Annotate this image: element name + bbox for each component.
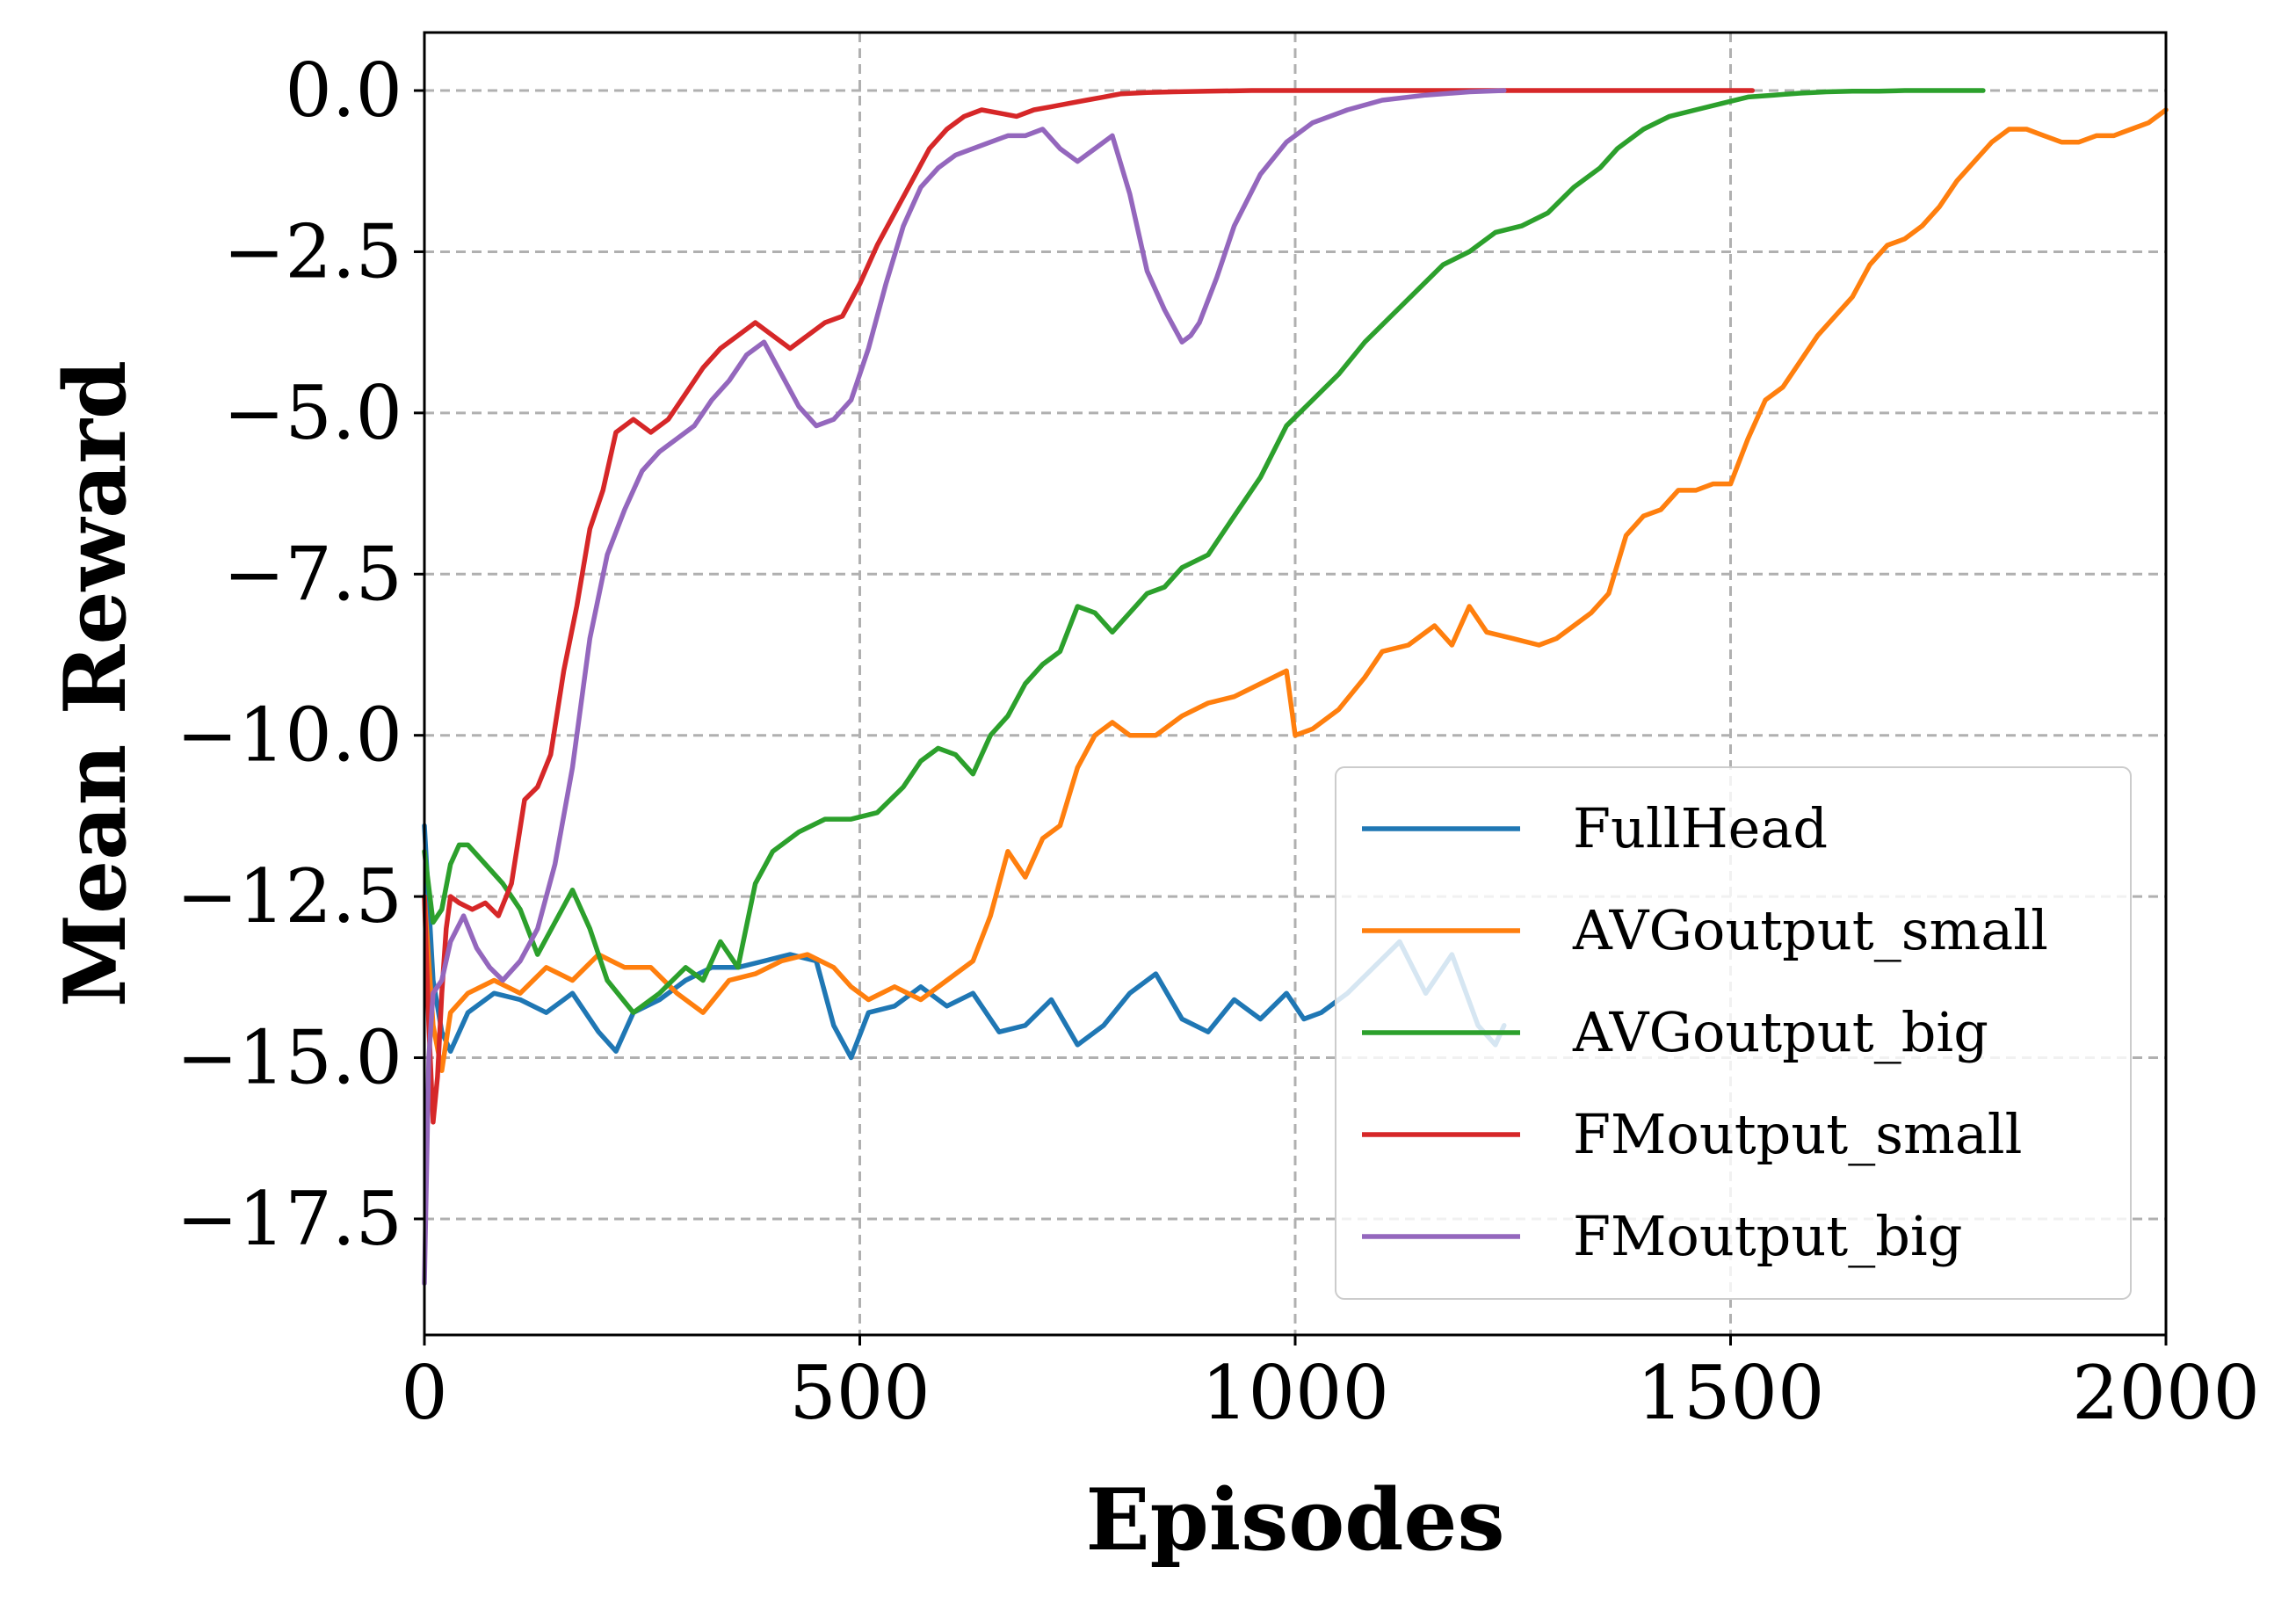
y-tick-label: −7.5 bbox=[223, 531, 402, 617]
x-axis-title: Episodes bbox=[1085, 1470, 1504, 1570]
y-axis-title: Mean Reward bbox=[46, 360, 145, 1007]
series-line-fullhead bbox=[422, 823, 1507, 1061]
series-line-fmoutput_big bbox=[422, 88, 1507, 1287]
y-tick-label: −12.5 bbox=[177, 853, 402, 939]
legend-label: AVGoutput_big bbox=[1572, 1000, 1988, 1064]
axis-ticks: 0 500 1000 1500 2000 0.0 −2.5 −5.0 −7.5 −10.0 −12.… bbox=[177, 47, 2260, 1436]
x-tick-label: 0 bbox=[401, 1350, 447, 1436]
series-line-avgoutput_small bbox=[422, 107, 2169, 1073]
x-tick-label: 1000 bbox=[1201, 1350, 1389, 1436]
y-tick-label: −15.0 bbox=[177, 1015, 402, 1101]
x-tick-label: 2000 bbox=[2072, 1350, 2260, 1436]
x-tick-label: 1500 bbox=[1637, 1350, 1825, 1436]
legend-box bbox=[1335, 766, 2132, 1300]
legend-label: FMoutput_big bbox=[1573, 1204, 1962, 1268]
series-lines bbox=[422, 88, 2169, 1287]
legend-label: FullHead bbox=[1573, 796, 1828, 860]
legend-label: AVGoutput_small bbox=[1572, 898, 2048, 962]
legend: FullHead AVGoutput_small AVGoutput_big FMou… bbox=[1335, 766, 2132, 1300]
y-tick-label: −17.5 bbox=[177, 1176, 402, 1262]
y-tick-label: 0.0 bbox=[285, 47, 402, 134]
legend-label: FMoutput_small bbox=[1573, 1102, 2022, 1166]
y-tick-label: −5.0 bbox=[223, 370, 402, 456]
series-line-fmoutput_small bbox=[422, 88, 1756, 1125]
series-line-avgoutput_big bbox=[422, 88, 1986, 1015]
x-tick-label: 500 bbox=[789, 1350, 930, 1436]
y-tick-label: −2.5 bbox=[223, 208, 402, 294]
y-tick-label: −10.0 bbox=[177, 693, 402, 779]
